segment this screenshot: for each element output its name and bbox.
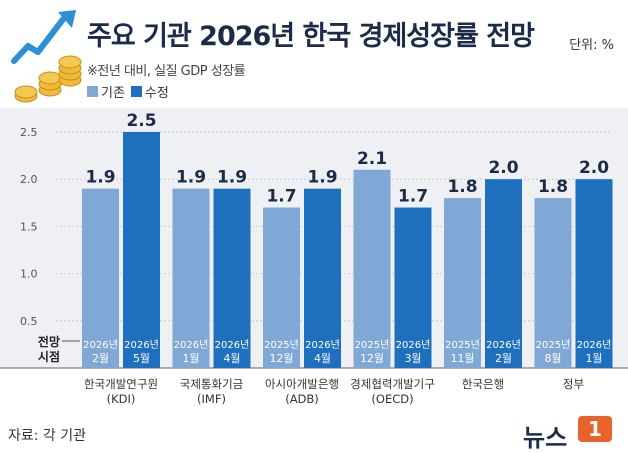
bar-date-label: 2026년 xyxy=(174,339,209,351)
bar xyxy=(213,188,251,368)
bar xyxy=(534,198,572,368)
bar-value-label: 2.1 xyxy=(357,149,387,169)
legend-swatch-previous xyxy=(87,86,98,97)
bar-date-label: 2025년 xyxy=(445,339,480,351)
bar xyxy=(485,179,522,368)
y-tick-label: 1.5 xyxy=(20,220,38,233)
bar xyxy=(172,188,210,368)
bar-date-label: 2026년 xyxy=(124,339,159,351)
bar-value-label: 1.7 xyxy=(266,187,296,207)
y-tick-label: 0.5 xyxy=(20,315,38,328)
x-category-label: 정부 xyxy=(563,377,584,391)
bar-value-label: 1.8 xyxy=(447,177,477,197)
bar xyxy=(304,188,341,368)
bar-chart: 0.51.01.52.02.5전망시점1.92026년2월2.52026년5월한… xyxy=(0,111,628,406)
x-category-label: 경제협력개발기구 xyxy=(350,377,435,391)
bar-date-label: 2026년 xyxy=(577,339,612,351)
row-label: 시점 xyxy=(38,349,60,364)
bar xyxy=(353,169,391,368)
bar-value-label: 1.8 xyxy=(538,177,568,197)
bar-date-label: 2025년 xyxy=(355,339,390,351)
bar-date-label: 1월 xyxy=(585,352,602,365)
bar-date-label: 2026년 xyxy=(215,339,250,351)
bar-date-label: 11월 xyxy=(450,352,474,365)
legend-label-previous: 기존 xyxy=(101,86,125,101)
growth-coins-icon xyxy=(11,10,82,103)
bar-date-label: 5월 xyxy=(133,352,150,365)
bar-date-label: 2월 xyxy=(92,352,109,365)
bar xyxy=(444,198,481,368)
bar-date-label: 4월 xyxy=(314,352,331,365)
x-category-label: (ADB) xyxy=(285,392,319,406)
unit-label: 단위: % xyxy=(569,38,614,53)
legend-item-previous: 기존 xyxy=(87,82,125,101)
row-label: 전망 xyxy=(38,334,60,349)
legend-swatch-revised xyxy=(130,86,142,97)
bar-value-label: 2.0 xyxy=(488,158,518,178)
x-category-label: 국제통화기금 xyxy=(180,377,243,391)
bar xyxy=(394,207,432,368)
bar-date-label: 1월 xyxy=(182,352,199,365)
bar-value-label: 2.0 xyxy=(579,158,609,178)
news-logo: 뉴스 xyxy=(523,424,568,452)
x-category-label: 아시아개발은행 xyxy=(265,377,339,391)
bar-date-label: 2025년 xyxy=(264,339,299,351)
bar-date-label: 3월 xyxy=(404,352,421,365)
news-logo-badge: 1 xyxy=(578,416,612,442)
bar-date-label: 2월 xyxy=(495,352,512,365)
bar-value-label: 1.9 xyxy=(85,168,115,188)
y-tick-label: 2.5 xyxy=(20,126,38,139)
source-note: 자료: 각 기관 xyxy=(8,428,87,444)
x-category-label: (KDI) xyxy=(107,392,136,406)
bar xyxy=(82,188,119,368)
bar-date-label: 4월 xyxy=(223,352,240,365)
bar xyxy=(263,207,300,368)
legend: 기존 수정 xyxy=(87,82,169,101)
bar-value-label: 1.9 xyxy=(176,168,206,188)
bar-value-label: 1.9 xyxy=(307,168,337,188)
x-category-label: 한국개발연구원 xyxy=(84,377,158,391)
bar-value-label: 1.9 xyxy=(217,168,247,188)
bar-date-label: 2026년 xyxy=(486,339,521,351)
chart-title: 주요 기관 2026년 한국 경제성장률 전망 xyxy=(87,21,535,52)
bar-value-label: 1.7 xyxy=(398,187,428,207)
y-tick-label: 1.0 xyxy=(20,268,38,281)
bar-date-label: 8월 xyxy=(544,352,561,365)
bar xyxy=(575,179,613,368)
legend-label-revised: 수정 xyxy=(144,86,169,101)
bar-date-label: 2025년 xyxy=(536,339,571,351)
x-category-label: (IMF) xyxy=(197,392,226,406)
bar-date-label: 12월 xyxy=(269,352,293,365)
bar-date-label: 2026년 xyxy=(396,339,431,351)
x-category-label: 한국은행 xyxy=(462,377,504,391)
legend-item-revised: 수정 xyxy=(130,82,169,101)
y-tick-label: 2.0 xyxy=(20,173,38,186)
bar-value-label: 2.5 xyxy=(126,111,156,131)
bar-date-label: 2026년 xyxy=(305,339,340,351)
chart-subtitle: ※전년 대비, 실질 GDP 성장률 xyxy=(87,64,246,79)
bar-date-label: 2026년 xyxy=(83,339,118,351)
bar-date-label: 12월 xyxy=(360,352,384,365)
x-category-label: (OECD) xyxy=(371,392,413,406)
bar xyxy=(123,132,160,368)
